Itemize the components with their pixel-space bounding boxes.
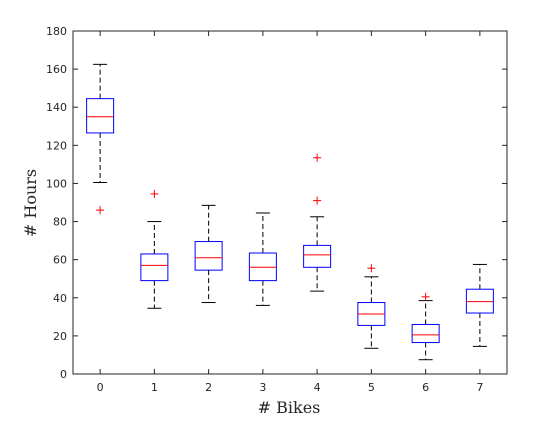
y-tick-label: 40 [53, 292, 67, 305]
y-tick-label: 80 [53, 216, 67, 229]
y-axis-label: # Hours [21, 169, 40, 237]
x-tick-label: 1 [151, 381, 158, 394]
x-tick-label: 6 [422, 381, 429, 394]
plot-area: 0 20 40 60 80 100 120 140 160 180 0 1 2 3 4 5 6 7 [46, 25, 508, 394]
x-tick-label: 4 [314, 381, 321, 394]
x-tick-label: 3 [259, 381, 266, 394]
x-tick-label: 7 [476, 381, 483, 394]
y-tick-label: 100 [46, 177, 67, 190]
outlier-marker [313, 196, 322, 205]
outlier-marker [96, 206, 105, 215]
y-tick-label: 60 [53, 254, 67, 267]
y-tick-label: 140 [46, 101, 67, 114]
outlier-marker [421, 292, 430, 301]
x-axis-label: # Bikes [258, 398, 321, 417]
box-iqr [140, 253, 169, 282]
box-iqr [86, 98, 115, 134]
box-iqr [303, 244, 332, 268]
y-tick-label: 120 [46, 139, 67, 152]
y-tick-label: 180 [46, 25, 67, 38]
outlier-marker [150, 189, 159, 198]
x-tick-label: 2 [205, 381, 212, 394]
outlier-marker [313, 153, 322, 162]
outlier-marker [367, 264, 376, 273]
box-iqr [194, 241, 223, 271]
plot-frame [72, 30, 508, 375]
x-tick-label: 5 [368, 381, 375, 394]
x-tick-label: 0 [97, 381, 104, 394]
y-tick-label: 0 [60, 368, 67, 381]
box-iqr [411, 323, 440, 344]
y-tick-label: 20 [53, 330, 67, 343]
y-tick-label: 160 [46, 63, 67, 76]
